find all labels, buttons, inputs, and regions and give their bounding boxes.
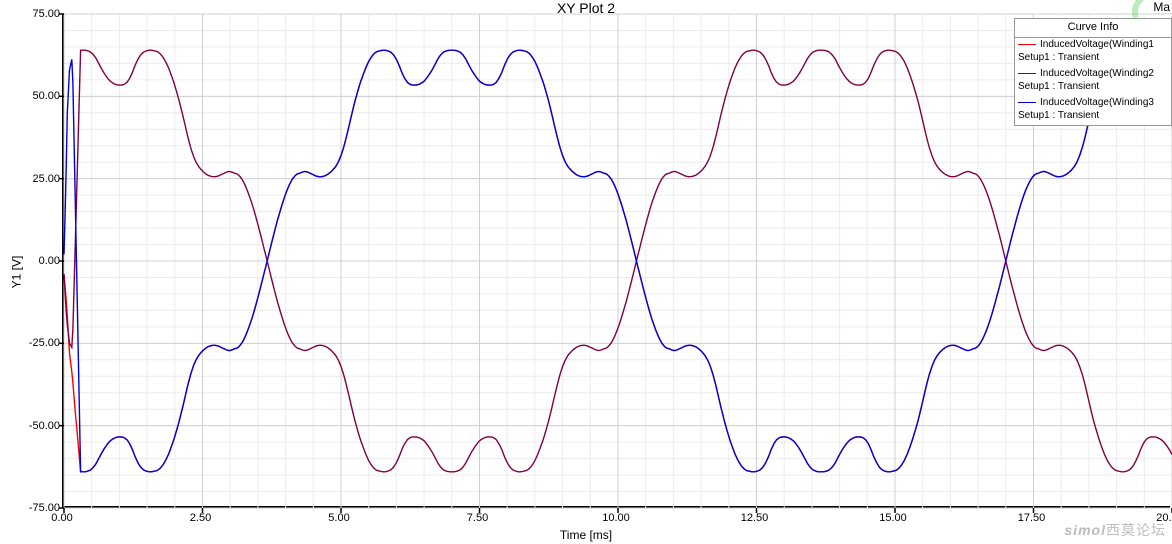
plot-area[interactable] bbox=[62, 14, 1170, 508]
y-tick-label: 25.00 bbox=[22, 173, 60, 185]
x-tick-label: 17.50 bbox=[1018, 512, 1046, 524]
watermark-cn: 西莫论坛 bbox=[1106, 522, 1166, 538]
plot-svg bbox=[64, 14, 1172, 508]
legend-box[interactable]: Curve Info InducedVoltage(Winding1 Setup1… bbox=[1014, 18, 1172, 126]
x-tick-label: 10.00 bbox=[602, 512, 630, 524]
x-tick-label: 2.50 bbox=[190, 512, 211, 524]
legend-item[interactable]: InducedVoltage(Winding3 bbox=[1015, 96, 1171, 111]
x-tick-label: 5.00 bbox=[328, 512, 349, 524]
legend-sublabel: Setup1 : Transient bbox=[1015, 110, 1171, 125]
watermark-en: simol bbox=[1064, 522, 1106, 538]
x-tick-label: 12.50 bbox=[741, 512, 769, 524]
legend-color-line bbox=[1018, 102, 1036, 103]
y-tick-label: -25.00 bbox=[22, 337, 60, 349]
legend-header: Curve Info bbox=[1015, 19, 1171, 38]
watermark: simol西莫论坛 bbox=[1064, 520, 1166, 540]
legend-color-line bbox=[1018, 44, 1036, 45]
legend-item[interactable]: InducedVoltage(Winding1 bbox=[1015, 38, 1171, 53]
legend-sublabel: Setup1 : Transient bbox=[1015, 52, 1171, 67]
y-tick-label: -50.00 bbox=[22, 420, 60, 432]
legend-label: InducedVoltage(Winding3 bbox=[1040, 97, 1154, 108]
legend-label: InducedVoltage(Winding1 bbox=[1040, 39, 1154, 50]
x-tick-label: 0.00 bbox=[51, 512, 72, 524]
y-tick-label: 75.00 bbox=[22, 8, 60, 20]
y-tick-label: 50.00 bbox=[22, 90, 60, 102]
y-tick-label: 0.00 bbox=[22, 255, 60, 267]
legend-item[interactable]: InducedVoltage(Winding2 bbox=[1015, 67, 1171, 82]
corner-text: Ma bbox=[1153, 0, 1170, 14]
legend-sublabel: Setup1 : Transient bbox=[1015, 81, 1171, 96]
legend-label: InducedVoltage(Winding2 bbox=[1040, 68, 1154, 79]
legend-color-line bbox=[1018, 73, 1036, 74]
x-tick-label: 7.50 bbox=[467, 512, 488, 524]
x-tick-label: 15.00 bbox=[879, 512, 907, 524]
chart-container: XY Plot 2 Ma Y1 [V] -75.00-50.00-25.000.… bbox=[0, 0, 1172, 544]
x-axis-label: Time [ms] bbox=[0, 528, 1172, 542]
